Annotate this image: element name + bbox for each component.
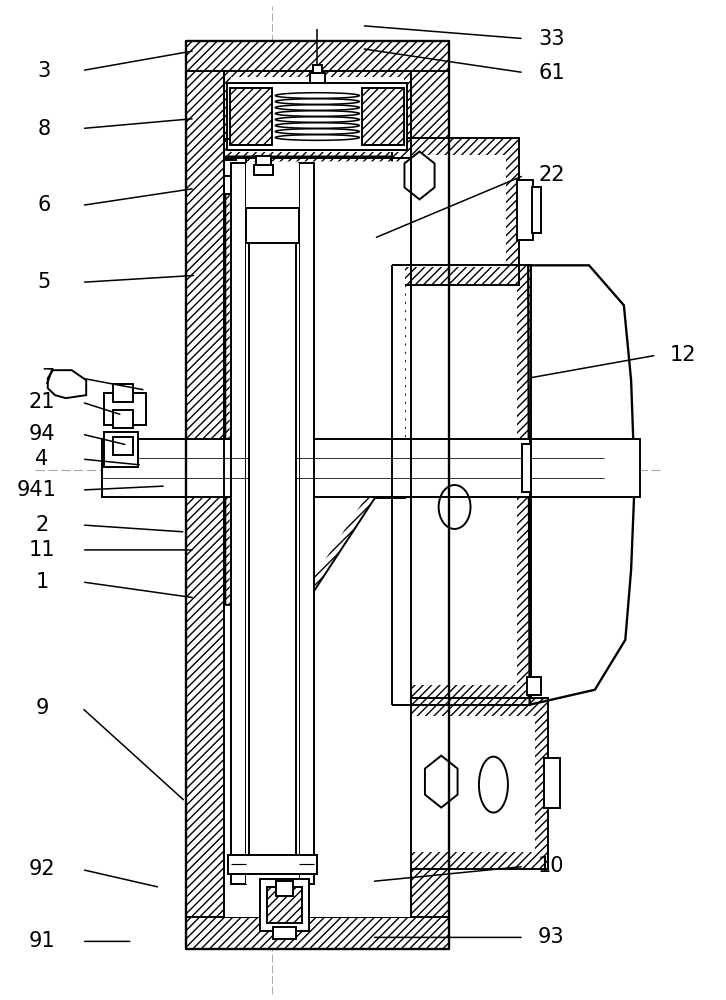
Text: 61: 61 xyxy=(538,63,565,83)
Bar xyxy=(405,155,506,267)
Bar xyxy=(362,88,404,145)
Bar xyxy=(224,71,411,917)
Bar xyxy=(532,187,541,233)
Bar xyxy=(113,410,134,428)
Bar xyxy=(186,917,449,949)
Bar xyxy=(254,165,273,175)
Polygon shape xyxy=(48,370,86,398)
Bar xyxy=(104,432,139,467)
Text: 1: 1 xyxy=(36,572,49,592)
Text: 33: 33 xyxy=(538,29,565,49)
Bar xyxy=(260,879,309,931)
Bar xyxy=(227,83,407,150)
Bar xyxy=(518,180,534,240)
Bar xyxy=(392,265,531,705)
Text: 7: 7 xyxy=(41,368,54,388)
Bar xyxy=(359,163,405,493)
Text: 94: 94 xyxy=(29,424,55,444)
Bar xyxy=(230,88,272,145)
Bar xyxy=(544,758,560,808)
Polygon shape xyxy=(479,757,508,813)
Polygon shape xyxy=(404,151,435,199)
Polygon shape xyxy=(225,156,409,605)
Bar xyxy=(256,156,271,168)
Bar xyxy=(353,158,411,498)
Bar xyxy=(267,887,302,923)
Text: 93: 93 xyxy=(538,927,565,947)
Bar xyxy=(392,138,519,285)
Bar xyxy=(113,384,134,402)
Polygon shape xyxy=(425,756,457,808)
Bar xyxy=(310,73,325,83)
Text: 3: 3 xyxy=(38,61,51,81)
Bar xyxy=(299,163,314,884)
Text: 8: 8 xyxy=(38,119,51,139)
Bar xyxy=(407,285,517,685)
Bar xyxy=(523,444,531,492)
Bar xyxy=(186,41,449,71)
Text: 12: 12 xyxy=(670,345,696,365)
Bar xyxy=(276,881,293,896)
Bar xyxy=(231,163,245,884)
Bar xyxy=(249,233,295,855)
Text: 22: 22 xyxy=(538,165,565,185)
Bar xyxy=(405,716,535,852)
Bar xyxy=(313,65,322,73)
Bar xyxy=(528,677,541,695)
Bar xyxy=(113,437,134,455)
Bar xyxy=(224,71,411,158)
Text: 5: 5 xyxy=(38,272,51,292)
Bar xyxy=(273,927,296,939)
Bar xyxy=(411,41,449,949)
Bar xyxy=(102,439,640,497)
Text: 10: 10 xyxy=(538,856,565,876)
Text: 2: 2 xyxy=(36,515,49,535)
Text: 4: 4 xyxy=(36,449,49,469)
Polygon shape xyxy=(229,161,405,595)
Bar xyxy=(530,439,531,497)
Text: 91: 91 xyxy=(29,931,55,951)
Text: 21: 21 xyxy=(29,392,55,412)
Text: 9: 9 xyxy=(36,698,49,718)
Bar xyxy=(224,158,245,176)
Bar xyxy=(228,855,317,874)
Bar xyxy=(245,208,299,243)
Bar xyxy=(245,163,299,884)
Text: 6: 6 xyxy=(38,195,51,215)
Bar xyxy=(231,77,404,152)
Bar xyxy=(392,698,548,869)
Text: 11: 11 xyxy=(29,540,55,560)
Bar xyxy=(104,393,146,425)
Bar xyxy=(186,41,224,949)
Text: 941: 941 xyxy=(17,480,57,500)
Bar xyxy=(224,176,240,194)
Text: 92: 92 xyxy=(29,859,55,879)
